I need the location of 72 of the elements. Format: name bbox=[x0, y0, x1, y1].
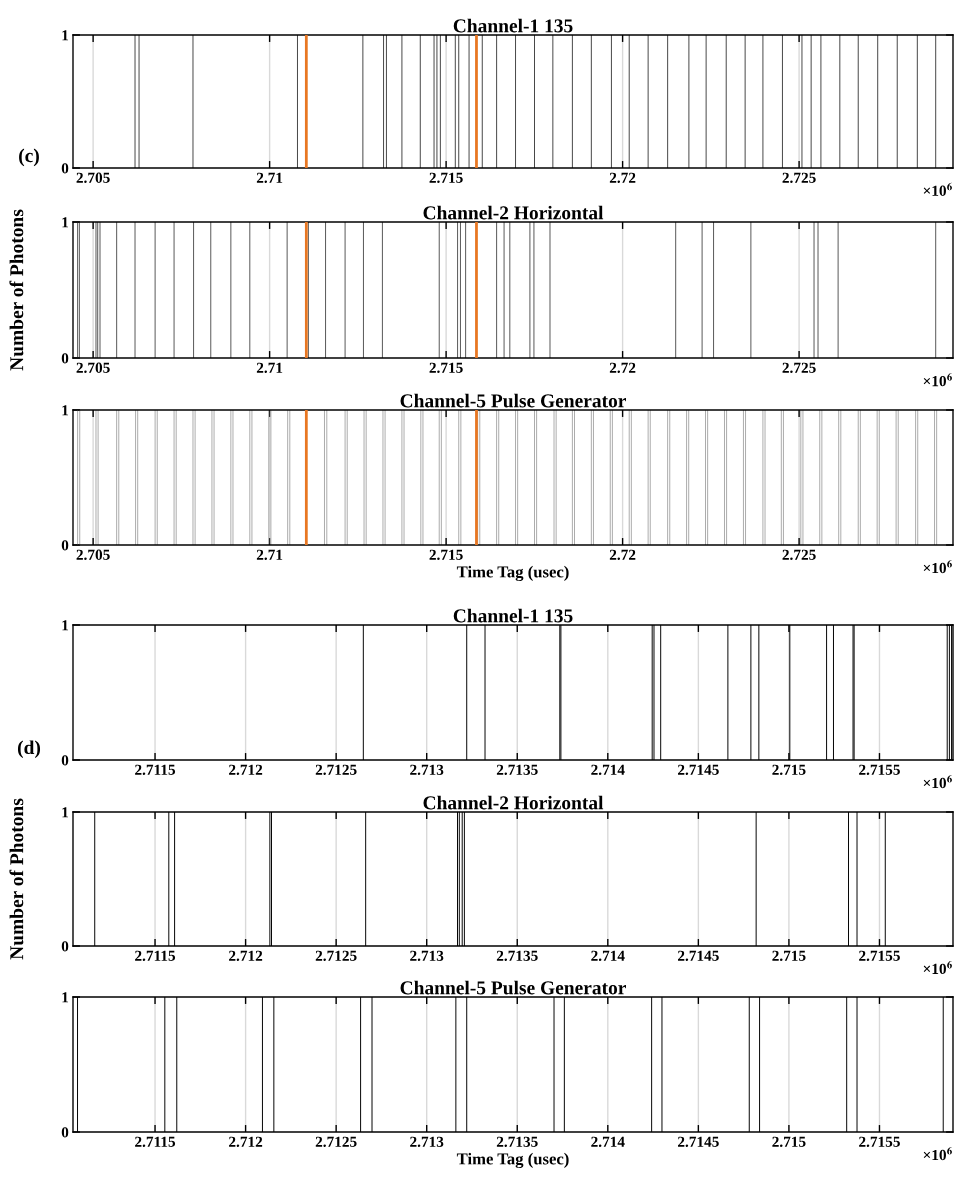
x-tick-label: 2.71 bbox=[256, 549, 283, 560]
x-tick-label: 2.7125 bbox=[315, 1136, 357, 1147]
x-tick-label: 2.7125 bbox=[315, 950, 357, 961]
x-tick-label: 2.715 bbox=[772, 950, 806, 961]
x-tick-label: 2.7135 bbox=[496, 1136, 538, 1147]
x-tick-label: 2.715 bbox=[772, 764, 806, 775]
x-tick-label: 2.713 bbox=[410, 950, 444, 961]
y-axis-title: Number of Photons bbox=[9, 209, 24, 371]
x-tick-label: 2.715 bbox=[772, 1136, 806, 1147]
chart-title: Channel-5 Pulse Generator bbox=[400, 980, 626, 995]
x-tick-label: 2.72 bbox=[609, 549, 636, 560]
text: ×10$^{6}$ bbox=[923, 1147, 952, 1161]
x-tick-label: 2.7145 bbox=[678, 950, 719, 961]
x-tick-label: 2.7155 bbox=[859, 1136, 900, 1147]
text: ×10$^{6}$ bbox=[923, 373, 952, 387]
x-tick-label: 2.725 bbox=[782, 362, 816, 373]
x-tick-label: 2.712 bbox=[229, 1136, 263, 1147]
x-tick-label: 2.715 bbox=[429, 362, 463, 373]
x-tick-label: 2.715 bbox=[429, 172, 463, 183]
x-tick-label: 2.7135 bbox=[496, 950, 538, 961]
x-tick-label: 2.72 bbox=[609, 172, 636, 183]
y-tick-label: 0 bbox=[61, 163, 69, 174]
x-tick-label: 2.714 bbox=[591, 950, 625, 961]
text: (d) bbox=[17, 740, 41, 759]
y-tick-label: 1 bbox=[62, 217, 69, 228]
x-axis-title: Time Tag (usec) bbox=[456, 565, 569, 582]
x-tick-label: 2.7145 bbox=[678, 1136, 719, 1147]
y-tick-label: 0 bbox=[61, 353, 69, 364]
y-tick-label: 1 bbox=[62, 992, 69, 1003]
x-axis-title: Time Tag (usec) bbox=[456, 1152, 569, 1169]
x-tick-label: 2.725 bbox=[782, 549, 816, 560]
x-tick-label: 2.705 bbox=[76, 549, 110, 560]
y-tick-label: 1 bbox=[62, 405, 69, 416]
x-tick-label: 2.713 bbox=[410, 1136, 444, 1147]
x-tick-label: 2.7115 bbox=[135, 1136, 176, 1147]
x-tick-label: 2.7155 bbox=[859, 950, 900, 961]
x-tick-label: 2.714 bbox=[591, 1136, 625, 1147]
x-tick-label: 2.714 bbox=[591, 764, 625, 775]
x-tick-label: 2.7115 bbox=[135, 764, 176, 775]
x-tick-label: 2.715 bbox=[429, 549, 463, 560]
x-tick-label: 2.7155 bbox=[859, 764, 900, 775]
y-tick-label: 1 bbox=[62, 620, 69, 631]
text: (c) bbox=[19, 148, 39, 167]
x-tick-label: 2.7145 bbox=[678, 764, 719, 775]
y-tick-label: 0 bbox=[61, 755, 69, 766]
x-tick-label: 2.712 bbox=[229, 950, 263, 961]
text: ×10$^{6}$ bbox=[923, 560, 952, 574]
chart-title: Channel-2 Horizontal bbox=[423, 795, 604, 810]
chart-title: Channel-2 Horizontal bbox=[423, 205, 604, 220]
x-tick-label: 2.705 bbox=[76, 172, 110, 183]
y-tick-label: 0 bbox=[61, 941, 69, 952]
y-tick-label: 1 bbox=[62, 807, 69, 818]
y-tick-label: 0 bbox=[61, 1127, 69, 1138]
x-tick-label: 2.72 bbox=[609, 362, 636, 373]
text: ×10$^{6}$ bbox=[923, 775, 952, 789]
chart-title: Channel-1 135 bbox=[453, 608, 573, 623]
chart-title: Channel-1 135 bbox=[453, 18, 573, 33]
x-tick-label: 2.7135 bbox=[496, 764, 538, 775]
x-tick-label: 2.7115 bbox=[135, 950, 176, 961]
y-tick-label: 0 bbox=[61, 540, 69, 551]
x-tick-label: 2.712 bbox=[229, 764, 263, 775]
y-tick-label: 1 bbox=[62, 30, 69, 41]
x-tick-label: 2.713 bbox=[410, 764, 444, 775]
chart-title: Channel-5 Pulse Generator bbox=[400, 393, 626, 408]
x-tick-label: 2.725 bbox=[782, 172, 816, 183]
x-tick-label: 2.71 bbox=[256, 172, 283, 183]
x-tick-label: 2.705 bbox=[76, 362, 110, 373]
y-axis-title: Number of Photons bbox=[9, 798, 24, 960]
text: ×10$^{6}$ bbox=[923, 960, 952, 975]
text: ×10$^{6}$ bbox=[923, 182, 952, 196]
x-tick-label: 2.71 bbox=[256, 362, 283, 373]
x-tick-label: 2.7125 bbox=[315, 764, 357, 775]
